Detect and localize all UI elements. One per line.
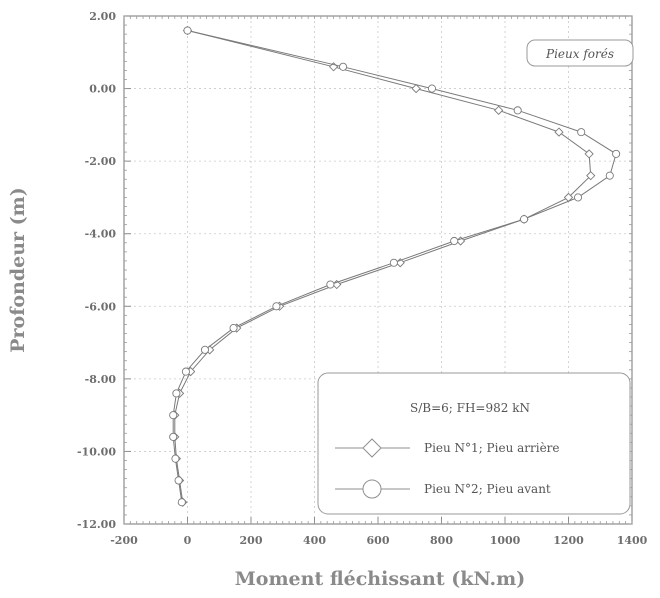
x-tick-label: 1200 (553, 534, 584, 547)
legend-title: S/B=6; FH=982 kN (410, 401, 530, 415)
series-2-point (200, 345, 210, 354)
legend-label-1: Pieu N°1; Pieu arrière (424, 441, 560, 455)
series-2-point (272, 302, 281, 311)
series-2-point (605, 171, 614, 180)
y-tick-label: 0.00 (89, 83, 116, 96)
y-tick-label: -12.00 (77, 518, 116, 531)
legend: S/B=6; FH=982 kN Pieu N°1; Pieu arrière … (317, 372, 631, 515)
y-axis-title: Profondeur (m) (7, 187, 29, 353)
series-2-point (171, 454, 180, 463)
y-tick-label: 2.00 (89, 10, 116, 23)
legend-marker-diamond (362, 438, 382, 458)
annotation-box (526, 39, 634, 67)
series-2-point (326, 280, 335, 289)
series-1-point (411, 83, 421, 94)
series-2-point (172, 389, 181, 398)
series-2-point (229, 324, 238, 333)
x-tick-label: 600 (367, 534, 390, 547)
series-2-point (577, 128, 586, 137)
series-2-point (169, 432, 178, 441)
legend-label-2: Pieu N°2; Pieu avant (424, 482, 551, 496)
series-2-point (174, 476, 183, 485)
tick-labels: -200 0 200 400 600 800 1000 1200 1400 2.00 0.00 -2.… (77, 10, 648, 547)
x-tick-label: 800 (430, 534, 453, 547)
x-axis-title: Moment fléchissant (kN.m) (235, 568, 526, 590)
series-layer (169, 25, 621, 507)
y-tick-label: -4.00 (85, 228, 117, 241)
series-2-point (427, 84, 437, 93)
series-1-line (174, 30, 592, 503)
series-2-point (339, 62, 348, 71)
series-2-point (513, 106, 522, 115)
series-2-point (181, 367, 190, 376)
x-tick-label: 400 (303, 534, 326, 547)
series-1-point (584, 149, 594, 159)
y-tick-label: -8.00 (85, 373, 117, 386)
series-2-point (389, 258, 398, 267)
legend-marker-circle (362, 479, 382, 499)
series-2-point (183, 26, 192, 35)
series-1-point (494, 105, 504, 115)
annotation-text: Pieux forés (545, 47, 614, 61)
series-2-point (169, 411, 178, 420)
y-tick-label: -6.00 (85, 300, 117, 313)
series-2-point (573, 193, 583, 202)
y-tick-label: -10.00 (77, 445, 116, 458)
series-1-point (586, 171, 596, 181)
x-tick-label: 1000 (490, 534, 521, 547)
x-tick-label: -200 (110, 534, 138, 547)
x-tick-label: 200 (240, 534, 263, 547)
y-tick-label: -2.00 (85, 155, 117, 168)
series-1-point (554, 127, 564, 137)
series-2-line (172, 30, 617, 503)
series-2-point (450, 236, 459, 246)
series-2-point (612, 149, 621, 158)
x-tick-label: 0 (184, 534, 192, 547)
series-2-point (520, 215, 529, 224)
minor-ticks (123, 15, 633, 525)
series-2-point (177, 498, 186, 507)
x-tick-label: 1400 (617, 534, 648, 547)
legend-box (317, 372, 631, 515)
series-2 (169, 26, 621, 507)
